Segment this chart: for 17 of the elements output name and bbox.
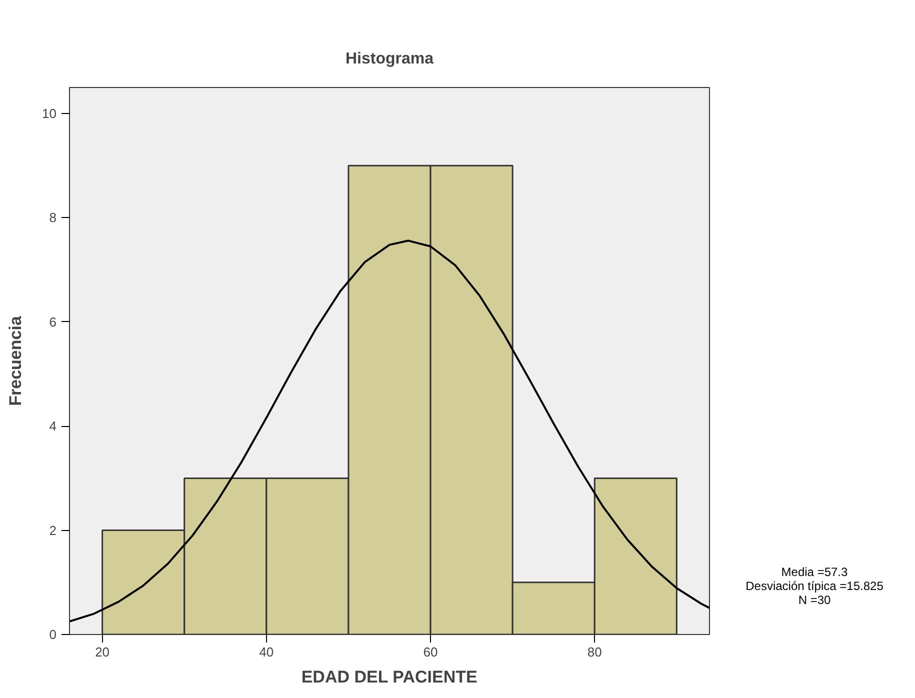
- x-axis-title: EDAD DEL PACIENTE: [301, 668, 478, 686]
- x-tick-label: 20: [95, 644, 110, 660]
- y-tick-label: 6: [49, 314, 57, 330]
- line-series: [70, 240, 710, 622]
- x-tick-label: 80: [587, 644, 602, 660]
- x-tick-label: 60: [423, 644, 438, 660]
- y-axis-title: Frecuencia: [6, 316, 26, 406]
- text: Desviación típica =15.825: [746, 579, 884, 593]
- y-tick-label: 8: [49, 210, 57, 226]
- text: N =30: [798, 593, 831, 607]
- x-tick-label: 40: [259, 644, 274, 660]
- y-tick-label: 10: [42, 106, 57, 122]
- y-tick-label: 4: [49, 418, 57, 434]
- y-tick-label: 2: [49, 522, 57, 538]
- text: Media =57.3: [781, 565, 848, 579]
- chart-title: Histograma: [345, 50, 434, 68]
- y-tick-label: 0: [49, 627, 57, 642]
